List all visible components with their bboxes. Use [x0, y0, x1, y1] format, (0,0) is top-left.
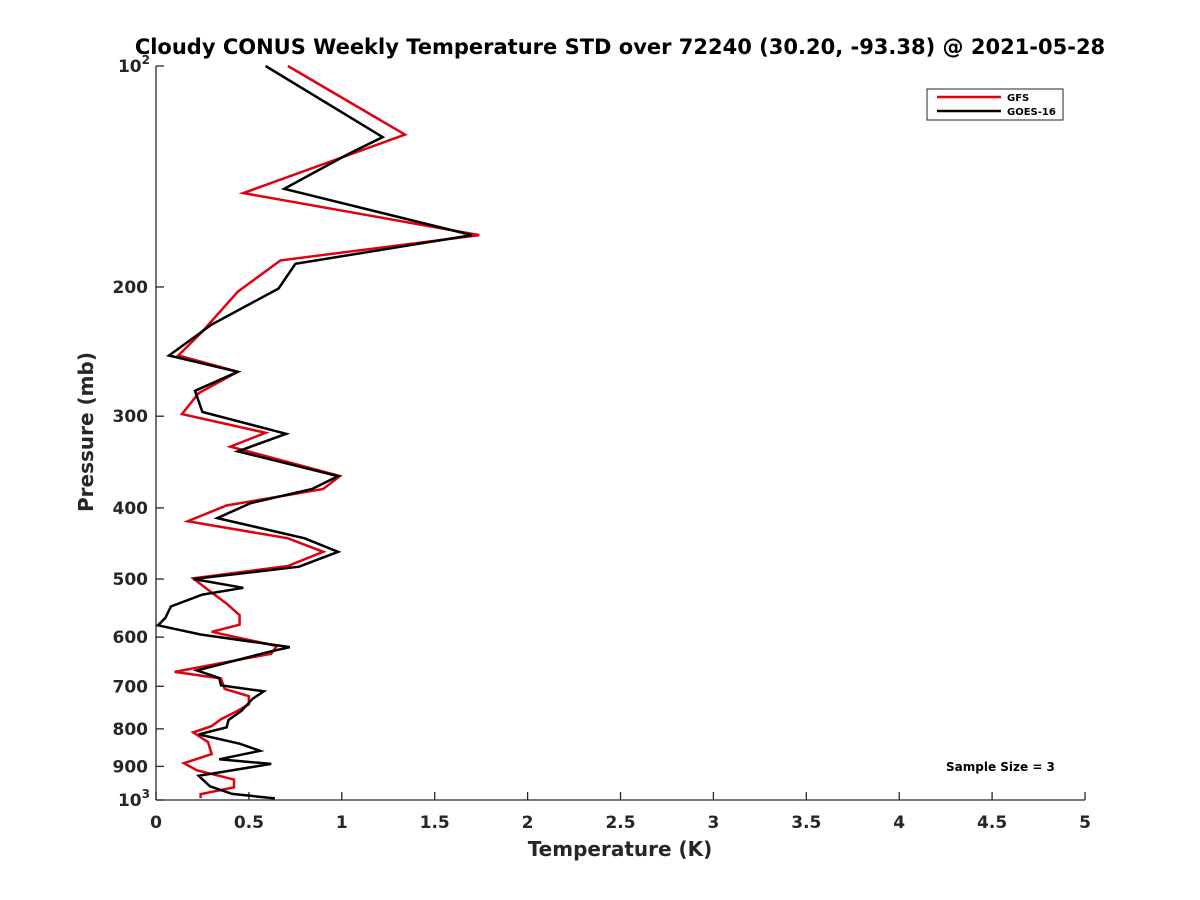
y-tick-label: 103 — [118, 787, 150, 811]
legend: GFS GOES-16 — [926, 88, 1064, 121]
y-tick-label: 200 — [113, 278, 149, 298]
x-tick-label: 1.5 — [420, 813, 450, 833]
y-tick-label: 900 — [113, 757, 149, 777]
y-tick-label: 800 — [113, 720, 149, 740]
legend-label-goes16: GOES-16 — [1007, 107, 1056, 118]
chart-title: Cloudy CONUS Weekly Temperature STD over… — [135, 35, 1105, 59]
x-tick-label: 0.5 — [234, 813, 264, 833]
y-tick-label: 500 — [113, 570, 149, 590]
sample-size-annotation: Sample Size = 3 — [946, 760, 1055, 774]
x-tick-label: 0 — [150, 813, 162, 833]
series-layer — [155, 64, 480, 800]
x-axis-label: Temperature (K) — [528, 837, 713, 861]
x-tick-label: 3 — [707, 813, 719, 833]
x-tick-label: 4.5 — [977, 813, 1007, 833]
y-tick-label: 102 — [118, 53, 150, 77]
y-tick-label: 700 — [113, 677, 149, 697]
x-tick-label: 2 — [522, 813, 534, 833]
x-tick-label: 3.5 — [791, 813, 821, 833]
y-axis-label: Pressure (mb) — [74, 352, 98, 512]
y-tick-label: 600 — [113, 628, 149, 648]
legend-label-gfs: GFS — [1007, 93, 1029, 104]
plot-axes: 0 0.5 1 1.5 2 2.5 3 3.5 4 4.5 5 102 200 300 400 500 600 7… — [113, 53, 1091, 833]
legend-box — [926, 88, 1064, 121]
x-tick-label: 2.5 — [605, 813, 635, 833]
x-tick-label: 5 — [1079, 813, 1091, 833]
series-line-gfs — [174, 64, 480, 799]
series-line-goes16 — [155, 64, 473, 800]
y-tick-label: 400 — [113, 499, 149, 519]
x-tick-label: 4 — [893, 813, 905, 833]
x-tick-label: 1 — [336, 813, 348, 833]
y-tick-label: 300 — [113, 407, 149, 427]
